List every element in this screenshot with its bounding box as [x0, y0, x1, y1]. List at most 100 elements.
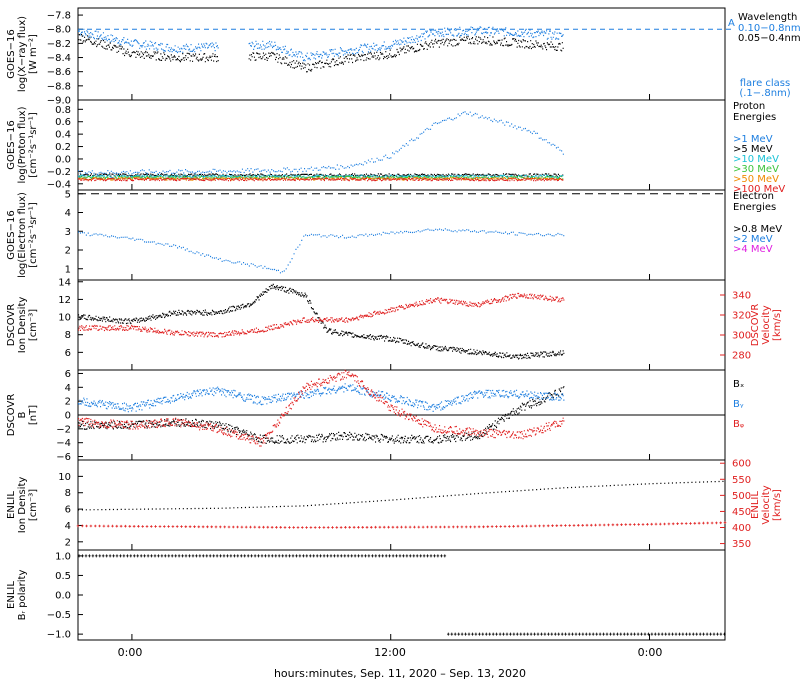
series-blue-marks	[78, 26, 564, 62]
polarity-mark	[723, 632, 726, 636]
y-tick-label: 320	[732, 311, 751, 322]
y-axis-label: ENLIL Ion Density [cm⁻³]	[6, 477, 39, 534]
polarity-mark	[146, 554, 150, 558]
panel-dscovr-b: 6 4 2 0 −2 −4 −6 DSCOVR B [nT] Bₓ Bᵧ Bᵩ	[6, 369, 744, 463]
polarity-mark	[257, 554, 260, 558]
polarity-mark	[91, 554, 95, 558]
polarity-mark	[250, 554, 253, 558]
y-axis-label-line: [km/s]	[772, 489, 783, 521]
polarity-mark	[326, 554, 329, 558]
polarity-mark	[267, 554, 271, 558]
polarity-mark	[105, 554, 108, 558]
legend-entry: Bᵧ	[733, 399, 744, 410]
series-red-marks	[76, 521, 727, 529]
polarity-mark	[298, 554, 302, 558]
y-axis-label-line: GOES−16	[6, 210, 17, 259]
polarity-mark	[243, 554, 246, 558]
polarity-mark	[567, 632, 571, 636]
y-axis-label-line: DSCOVR	[6, 394, 17, 437]
y-tick-label: 5	[65, 189, 71, 200]
polarity-mark	[591, 632, 595, 636]
polarity-mark	[481, 632, 485, 636]
series-blue-marks	[78, 111, 564, 176]
polarity-mark	[547, 632, 550, 636]
polarity-mark	[474, 632, 478, 636]
y-tick-label: −8.6	[47, 67, 71, 78]
polarity-mark	[226, 554, 229, 558]
polarity-mark	[436, 554, 440, 558]
legend-entry: >5 MeV	[733, 144, 773, 155]
y-axis-label-line: Velocity	[761, 485, 772, 524]
polarity-mark	[208, 554, 212, 558]
polarity-mark	[540, 632, 543, 636]
y-tick-label: −0.4	[47, 179, 71, 190]
polarity-mark	[360, 554, 364, 558]
y-axis-label-line: [cm⁻²s⁻¹sr⁻¹]	[28, 112, 39, 178]
y-axis-label-line: Ion Density	[17, 297, 28, 354]
polarity-mark	[467, 632, 471, 636]
y-axis-label-line: DSCOVR	[6, 304, 17, 347]
y-axis-label-line: [nT]	[28, 405, 39, 425]
polarity-mark	[108, 554, 112, 558]
panel-proton: 0.80.6 0.40.20.0 −0.2−0.4 GOES−16 log(Proton…	[6, 99, 785, 195]
polarity-mark	[712, 632, 716, 636]
polarity-mark	[526, 632, 529, 636]
panel-frame	[77, 7, 726, 101]
polarity-mark	[291, 554, 295, 558]
y-axis-label-line: GOES−16	[6, 120, 17, 169]
polarity-mark	[119, 554, 122, 558]
y-tick-label: 8	[65, 330, 71, 341]
polarity-mark	[150, 554, 153, 558]
polarity-mark	[619, 632, 623, 636]
polarity-mark	[422, 554, 426, 558]
flare-class-label: A	[728, 18, 735, 29]
y-tick-label: −2	[56, 424, 71, 435]
y-tick-label: 500	[732, 491, 751, 502]
polarity-mark	[174, 554, 177, 558]
y-tick-label: 0.0	[55, 591, 71, 602]
polarity-mark	[709, 632, 712, 636]
y-tick-label: 550	[732, 475, 751, 486]
polarity-mark	[329, 554, 333, 558]
polarity-mark	[309, 554, 312, 558]
x-tick-label: 12:00	[374, 646, 406, 659]
polarity-mark	[353, 554, 357, 558]
polarity-mark	[388, 554, 391, 558]
y-axis-label: DSCOVR B [nT]	[6, 394, 39, 437]
polarity-mark	[264, 554, 267, 558]
polarity-mark	[533, 632, 536, 636]
polarity-mark	[536, 632, 540, 636]
polarity-mark	[164, 554, 167, 558]
y-tick-label: −0.2	[47, 167, 71, 178]
polarity-mark	[126, 554, 129, 558]
polarity-mark	[381, 554, 384, 558]
y-tick-label: 2	[65, 397, 71, 408]
polarity-mark	[433, 554, 436, 558]
polarity-mark	[519, 632, 523, 636]
y-axis-label-line: ENLIL	[6, 491, 17, 519]
polarity-mark	[588, 632, 592, 636]
y-tick-label: 6	[65, 505, 71, 516]
y-axis-label: GOES−16 log(Proton flux) [cm⁻²s⁻¹sr⁻¹]	[6, 106, 39, 183]
polarity-mark	[678, 632, 681, 636]
y-tick-label: −7.8	[47, 11, 71, 22]
polarity-mark	[188, 554, 191, 558]
polarity-mark	[443, 554, 447, 558]
polarity-mark	[705, 632, 709, 636]
polarity-mark	[95, 554, 98, 558]
y-tick-label: 12	[58, 295, 71, 306]
y-tick-label: 0.2	[55, 142, 71, 153]
polarity-mark	[281, 554, 284, 558]
polarity-mark	[581, 632, 585, 636]
polarity-mark	[233, 554, 236, 558]
polarity-mark	[177, 554, 181, 558]
polarity-mark	[412, 554, 416, 558]
polarity-mark	[167, 554, 171, 558]
polarity-mark	[471, 632, 474, 636]
polarity-mark	[101, 554, 105, 558]
polarity-mark	[464, 632, 467, 636]
polarity-mark	[374, 554, 378, 558]
polarity-mark	[357, 554, 360, 558]
y-axis-label-line: Bᵣ polarity	[17, 570, 28, 621]
